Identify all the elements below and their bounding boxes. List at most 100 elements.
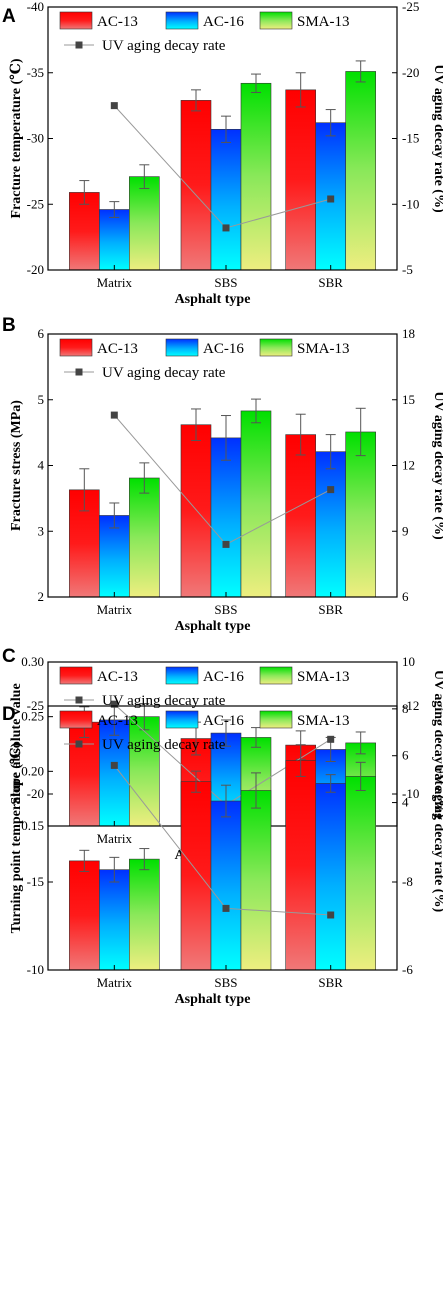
legend-swatch-ac-13 [59, 338, 93, 357]
decay-rate-point [222, 540, 230, 548]
legend-label: AC-13 [97, 341, 138, 357]
bar-ac-13-sbs [180, 781, 212, 971]
x-tick-label: SBR [318, 275, 343, 290]
bar-ac-16-sbs [210, 128, 242, 271]
y2-tick-label: -12 [402, 698, 419, 713]
decay-rate-point [110, 102, 118, 110]
legend-swatch-sma-13 [259, 710, 293, 729]
legend-label: SMA-13 [297, 14, 350, 30]
legend-label: AC-16 [203, 341, 244, 357]
decay-rate-point [327, 486, 335, 494]
legend-label: SMA-13 [297, 669, 350, 685]
y-tick-label: -20 [27, 786, 44, 801]
x-tick-label: Matrix [97, 975, 133, 990]
plot-frame [47, 705, 398, 971]
y2-tick-label: -25 [402, 0, 419, 14]
legend: AC-13 AC-16 SMA-13 UV aging decay rate [59, 338, 350, 381]
decay-rate-point [110, 411, 118, 419]
bar-ac-16-sbr [315, 783, 346, 971]
legend-swatch-ac-16 [165, 11, 199, 30]
legend-label: UV aging decay rate [102, 693, 226, 709]
panel-b: B 2 3 4 5 6 6 9 12 15 18 Matrix SBS SBR Asphalt type Fr… [2, 315, 443, 634]
bar-sma-13-sbs [240, 82, 272, 271]
bar-ac-13-matrix [69, 860, 100, 971]
y2-tick-label: -15 [402, 131, 419, 146]
y-tick-label: -25 [27, 698, 44, 713]
x-tick-label: SBR [318, 602, 343, 617]
y-tick-label: -10 [27, 962, 44, 977]
y-tick-label: 2 [38, 589, 45, 604]
bar-ac-16-matrix [99, 209, 130, 271]
panel-a: A -20 -25 -30 -35 -40 -5 -10 -15 -20 -25 Matrix SBS S… [2, 0, 443, 307]
legend: AC-13 AC-16 SMA-13 UV aging decay rate [59, 710, 350, 753]
bar-sma-13-sbr [345, 71, 376, 271]
legend-swatch-ac-13 [59, 11, 93, 30]
y2-tick-label: -20 [402, 65, 419, 80]
y-tick-label: -40 [27, 0, 44, 14]
decay-rate-point [327, 735, 335, 743]
legend-label: SMA-13 [297, 713, 350, 729]
legend-label: UV aging decay rate [102, 38, 226, 54]
chart-panels: A -20 -25 -30 -35 -40 -5 -10 -15 -20 -25 Matrix SBS S… [2, 0, 443, 1007]
bar-sma-13-matrix [129, 858, 160, 971]
y2-tick-label: -6 [402, 962, 413, 977]
y2-tick-label: -8 [402, 874, 413, 889]
bar-ac-13-sbr [285, 760, 316, 971]
bar-sma-13-matrix [129, 477, 160, 598]
legend-swatch-sma-13 [259, 338, 293, 357]
x-tick-label: SBS [214, 602, 237, 617]
y-axis-title: Fracture temperature (℃) [9, 58, 24, 218]
legend-marker [75, 41, 83, 49]
y2-tick-label: 8 [402, 701, 409, 716]
legend-swatch-sma-13 [259, 11, 293, 30]
x-axis-title: Asphalt type [175, 292, 251, 307]
y2-axis-title: UV aging decay rate (%) [431, 64, 443, 213]
y2-tick-label: 18 [402, 326, 415, 341]
bar-ac-16-matrix [99, 869, 130, 971]
legend-label: AC-16 [203, 669, 244, 685]
y-tick-label: -35 [27, 65, 44, 80]
legend-marker [75, 696, 83, 704]
legend-swatch-ac-16 [165, 666, 199, 685]
decay-rate-point [110, 761, 118, 769]
y-tick-label: 3 [38, 523, 45, 538]
legend-label: AC-13 [97, 713, 138, 729]
x-tick-label: Matrix [97, 602, 133, 617]
bar-ac-16-sbs [210, 800, 242, 971]
y2-tick-label: 6 [402, 589, 409, 604]
y-tick-label: -25 [27, 196, 44, 211]
y2-tick-label: 10 [402, 654, 415, 669]
y-tick-label: 6 [38, 326, 45, 341]
bar-ac-16-matrix [99, 515, 130, 598]
bar-sma-13-matrix [129, 716, 160, 827]
legend-marker [75, 740, 83, 748]
panel-letter: C [2, 646, 16, 667]
legend-swatch-ac-13 [59, 710, 93, 729]
bar-sma-13-sbs [240, 790, 272, 971]
y-tick-label: -20 [27, 262, 44, 277]
y-axis-title: Turning point temperature (℃) [9, 742, 24, 933]
decay-rate-point [327, 911, 335, 919]
y-axis-title: Slope absolute value [9, 683, 24, 804]
legend-swatch-sma-13 [259, 666, 293, 685]
panel-letter: B [2, 315, 16, 336]
y2-axis-title: UV aging decay rate (%) [431, 670, 443, 819]
legend-label: SMA-13 [297, 341, 350, 357]
panel-d: D -10 -15 -20 -25 -6 -8 -10 -12 Matrix SBS SBR Aspha… [2, 698, 443, 1007]
bar-ac-13-sbs [180, 424, 212, 598]
x-tick-label: Matrix [97, 831, 133, 846]
legend-swatch-ac-13 [59, 666, 93, 685]
legend: AC-13 AC-16 SMA-13 UV aging decay rate [59, 666, 350, 709]
y2-tick-label: -5 [402, 262, 413, 277]
x-tick-label: SBR [318, 975, 343, 990]
y2-tick-label: 9 [402, 523, 409, 538]
legend-label: UV aging decay rate [102, 737, 226, 753]
bar-ac-13-matrix [69, 192, 100, 271]
y-tick-label: 0.30 [21, 654, 44, 669]
y-axis-title: Fracture stress (MPa) [9, 400, 24, 531]
bar-ac-16-sbs [210, 437, 242, 598]
y-tick-label: 0.25 [21, 709, 44, 724]
x-axis-title: Asphalt type [175, 992, 251, 1007]
y2-tick-label: 15 [402, 392, 415, 407]
